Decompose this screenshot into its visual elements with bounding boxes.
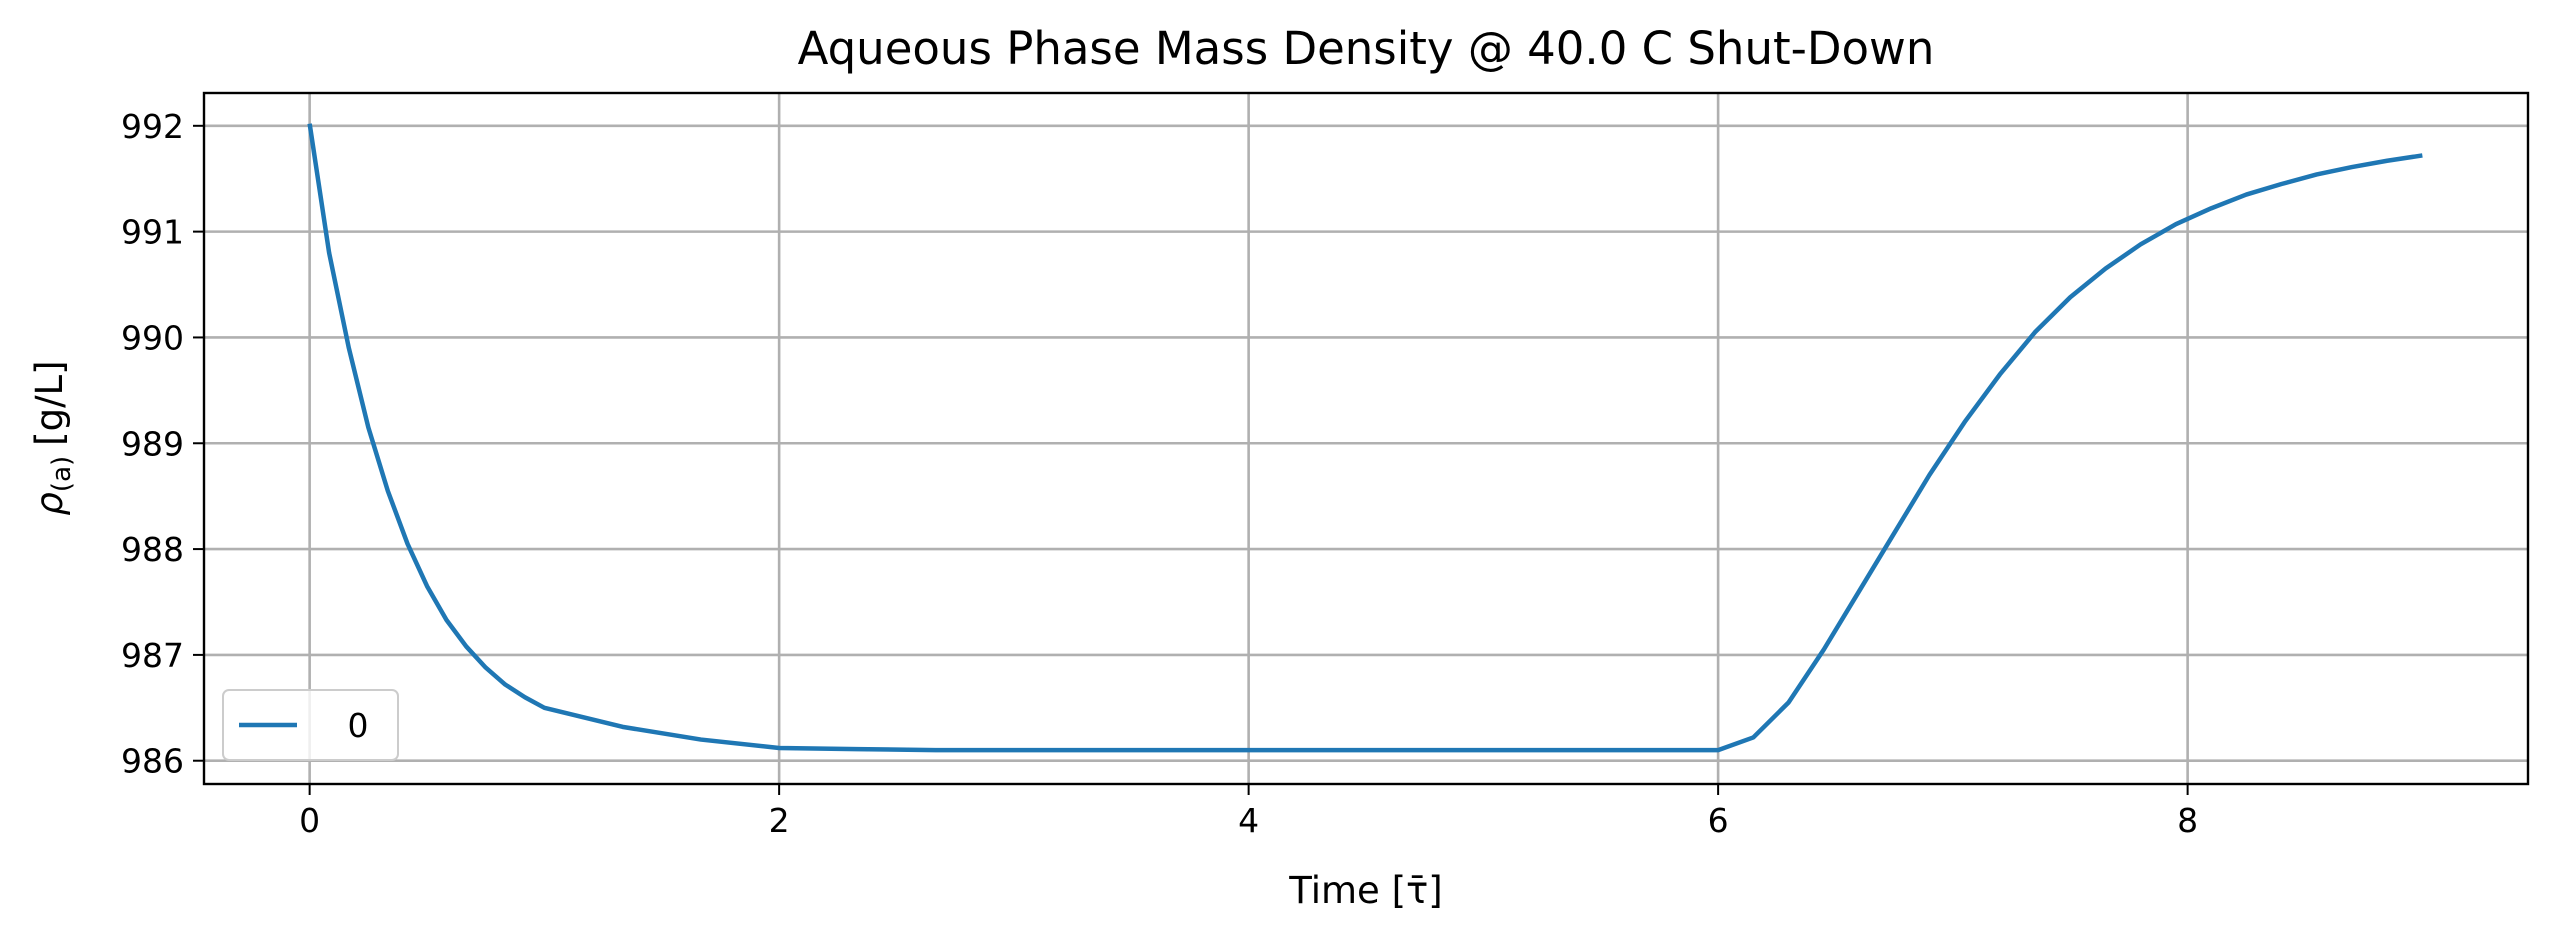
y-tick-label: 990 <box>121 318 184 357</box>
x-tick-label: 4 <box>1238 801 1259 840</box>
y-tick-label: 987 <box>121 636 184 675</box>
y-tick-label: 991 <box>121 213 184 252</box>
x-axis-label: Time [τ̄] <box>1288 869 1442 912</box>
x-tick-label: 0 <box>299 801 320 840</box>
y-label-symbol: ρ <box>28 492 71 516</box>
x-tick-label: 6 <box>1708 801 1729 840</box>
y-tick-label: 988 <box>121 530 184 569</box>
y-tick-label: 986 <box>121 742 184 781</box>
plot-frame <box>202 91 2530 786</box>
y-axis-label: ρ(a) [g/L] <box>28 360 77 515</box>
x-tick-label: 8 <box>2177 801 2198 840</box>
legend-box <box>222 689 399 761</box>
x-tick-label: 2 <box>769 801 790 840</box>
y-tick-label: 992 <box>121 107 184 146</box>
legend-label: 0 <box>348 706 369 745</box>
y-label-subscript: (a) <box>47 456 77 492</box>
chart-title: Aqueous Phase Mass Density @ 40.0 C Shut… <box>798 22 1935 75</box>
line-series <box>307 123 2423 753</box>
y-label-unit: [g/L] <box>28 360 71 445</box>
y-tick-label: 989 <box>121 424 184 463</box>
